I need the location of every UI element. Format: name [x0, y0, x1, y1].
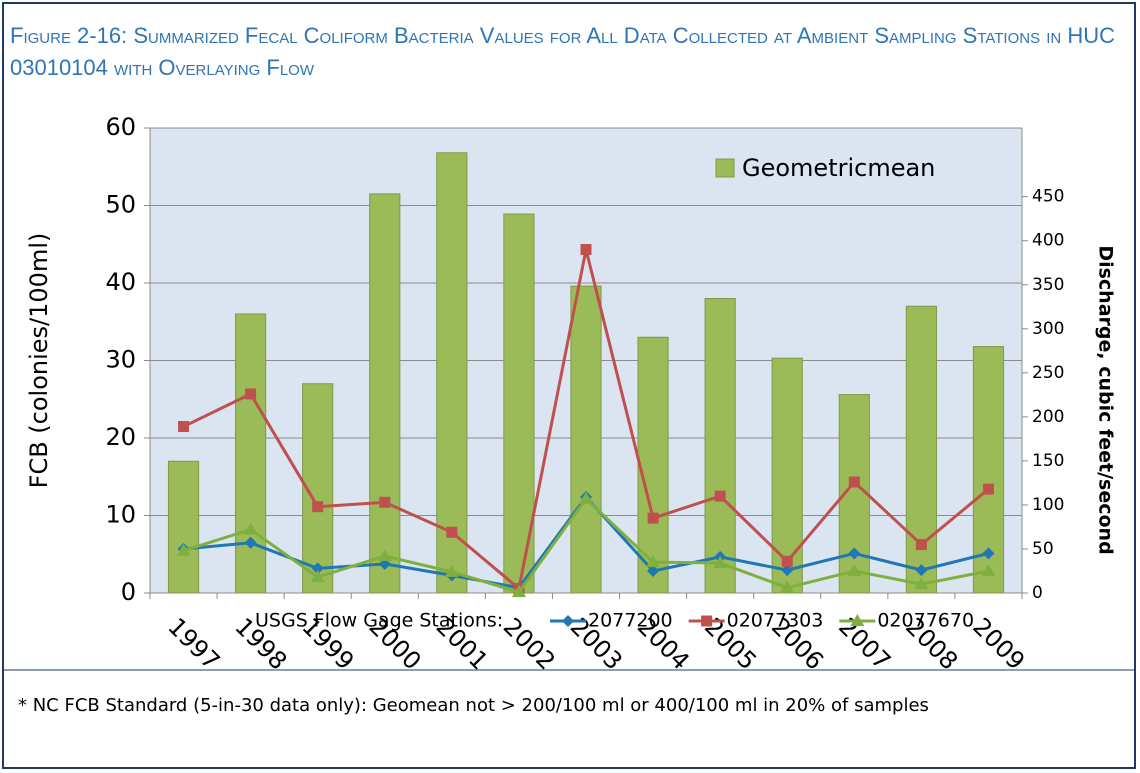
- line-marker: [848, 476, 860, 488]
- line-marker: [982, 483, 994, 495]
- legend-swatch: [715, 158, 735, 178]
- legend-marker: [701, 615, 713, 627]
- y2-tick-label: 50: [1032, 539, 1054, 559]
- bar: [637, 336, 669, 594]
- line-marker: [312, 501, 324, 513]
- bar: [570, 285, 602, 594]
- y2-axis-label: Discharge, cubic feet/second: [1095, 245, 1117, 554]
- line-marker: [310, 570, 325, 583]
- footnote: * NC FCB Standard (5-in-30 data only): G…: [18, 695, 929, 716]
- y2-tick-label: 200: [1032, 407, 1064, 427]
- x-tick-label: 2009: [967, 612, 1030, 675]
- line-marker: [781, 555, 793, 567]
- line-marker: [580, 244, 592, 256]
- line-marker: [915, 564, 928, 577]
- y-axis-label: FCB (colonies/100ml): [25, 233, 53, 489]
- bar: [167, 460, 200, 594]
- line-marker: [714, 490, 726, 502]
- bar: [704, 298, 736, 594]
- y-tick-label: 10: [105, 501, 136, 529]
- bar: [503, 213, 535, 594]
- legend-label: 02077670: [877, 610, 974, 632]
- line-marker: [243, 522, 258, 535]
- bar: [905, 305, 937, 594]
- line-marker: [780, 580, 795, 593]
- y-tick-label: 0: [121, 578, 136, 606]
- legend-label: 2077200: [588, 610, 673, 632]
- y2-tick-label: 0: [1032, 583, 1043, 603]
- bar: [235, 313, 267, 594]
- line-marker: [713, 556, 728, 569]
- line-marker: [379, 496, 391, 508]
- line-marker: [847, 563, 862, 576]
- bar: [771, 357, 803, 594]
- y2-tick-label: 300: [1032, 319, 1064, 339]
- line-marker: [915, 539, 927, 551]
- legend-marker: [850, 614, 865, 626]
- line-marker: [579, 491, 593, 504]
- y2-tick-label: 400: [1032, 231, 1064, 251]
- line-marker: [647, 512, 659, 524]
- line-marker: [176, 543, 191, 556]
- line-marker: [511, 585, 526, 598]
- line-marker: [647, 564, 660, 577]
- chart-title: Figure 2-16: Summarized Fecal Coliform B…: [10, 23, 1115, 80]
- line-marker: [444, 564, 459, 577]
- line-marker: [781, 564, 794, 577]
- x-tick-label: 1997: [162, 612, 225, 675]
- y2-tick-label: 450: [1032, 187, 1064, 207]
- bar: [369, 193, 401, 594]
- y2-tick-label: 100: [1032, 495, 1064, 515]
- legend-title: USGS Flow Gage Stations:: [255, 610, 503, 632]
- line-marker: [982, 547, 995, 560]
- legend-label: Geometricmean: [742, 154, 935, 182]
- y2-tick-label: 150: [1032, 451, 1064, 471]
- line-marker: [245, 388, 257, 400]
- legend-label: 02077303: [727, 610, 824, 632]
- line-marker: [914, 577, 929, 590]
- y-tick-label: 40: [105, 268, 136, 296]
- line-marker: [244, 536, 257, 549]
- line-marker: [311, 562, 324, 575]
- line-marker: [848, 547, 861, 560]
- y2-tick-label: 350: [1032, 275, 1064, 295]
- y2-tick-label: 250: [1032, 363, 1064, 383]
- bar: [436, 152, 468, 594]
- y-tick-label: 30: [105, 346, 136, 374]
- line-marker: [446, 526, 458, 538]
- line-marker: [178, 421, 190, 433]
- y-tick-label: 20: [105, 423, 136, 451]
- y-tick-label: 60: [105, 113, 136, 141]
- y-tick-label: 50: [105, 191, 136, 219]
- line-marker: [377, 549, 392, 562]
- legend-marker: [562, 615, 574, 627]
- line-marker: [646, 555, 661, 568]
- line-marker: [981, 563, 996, 576]
